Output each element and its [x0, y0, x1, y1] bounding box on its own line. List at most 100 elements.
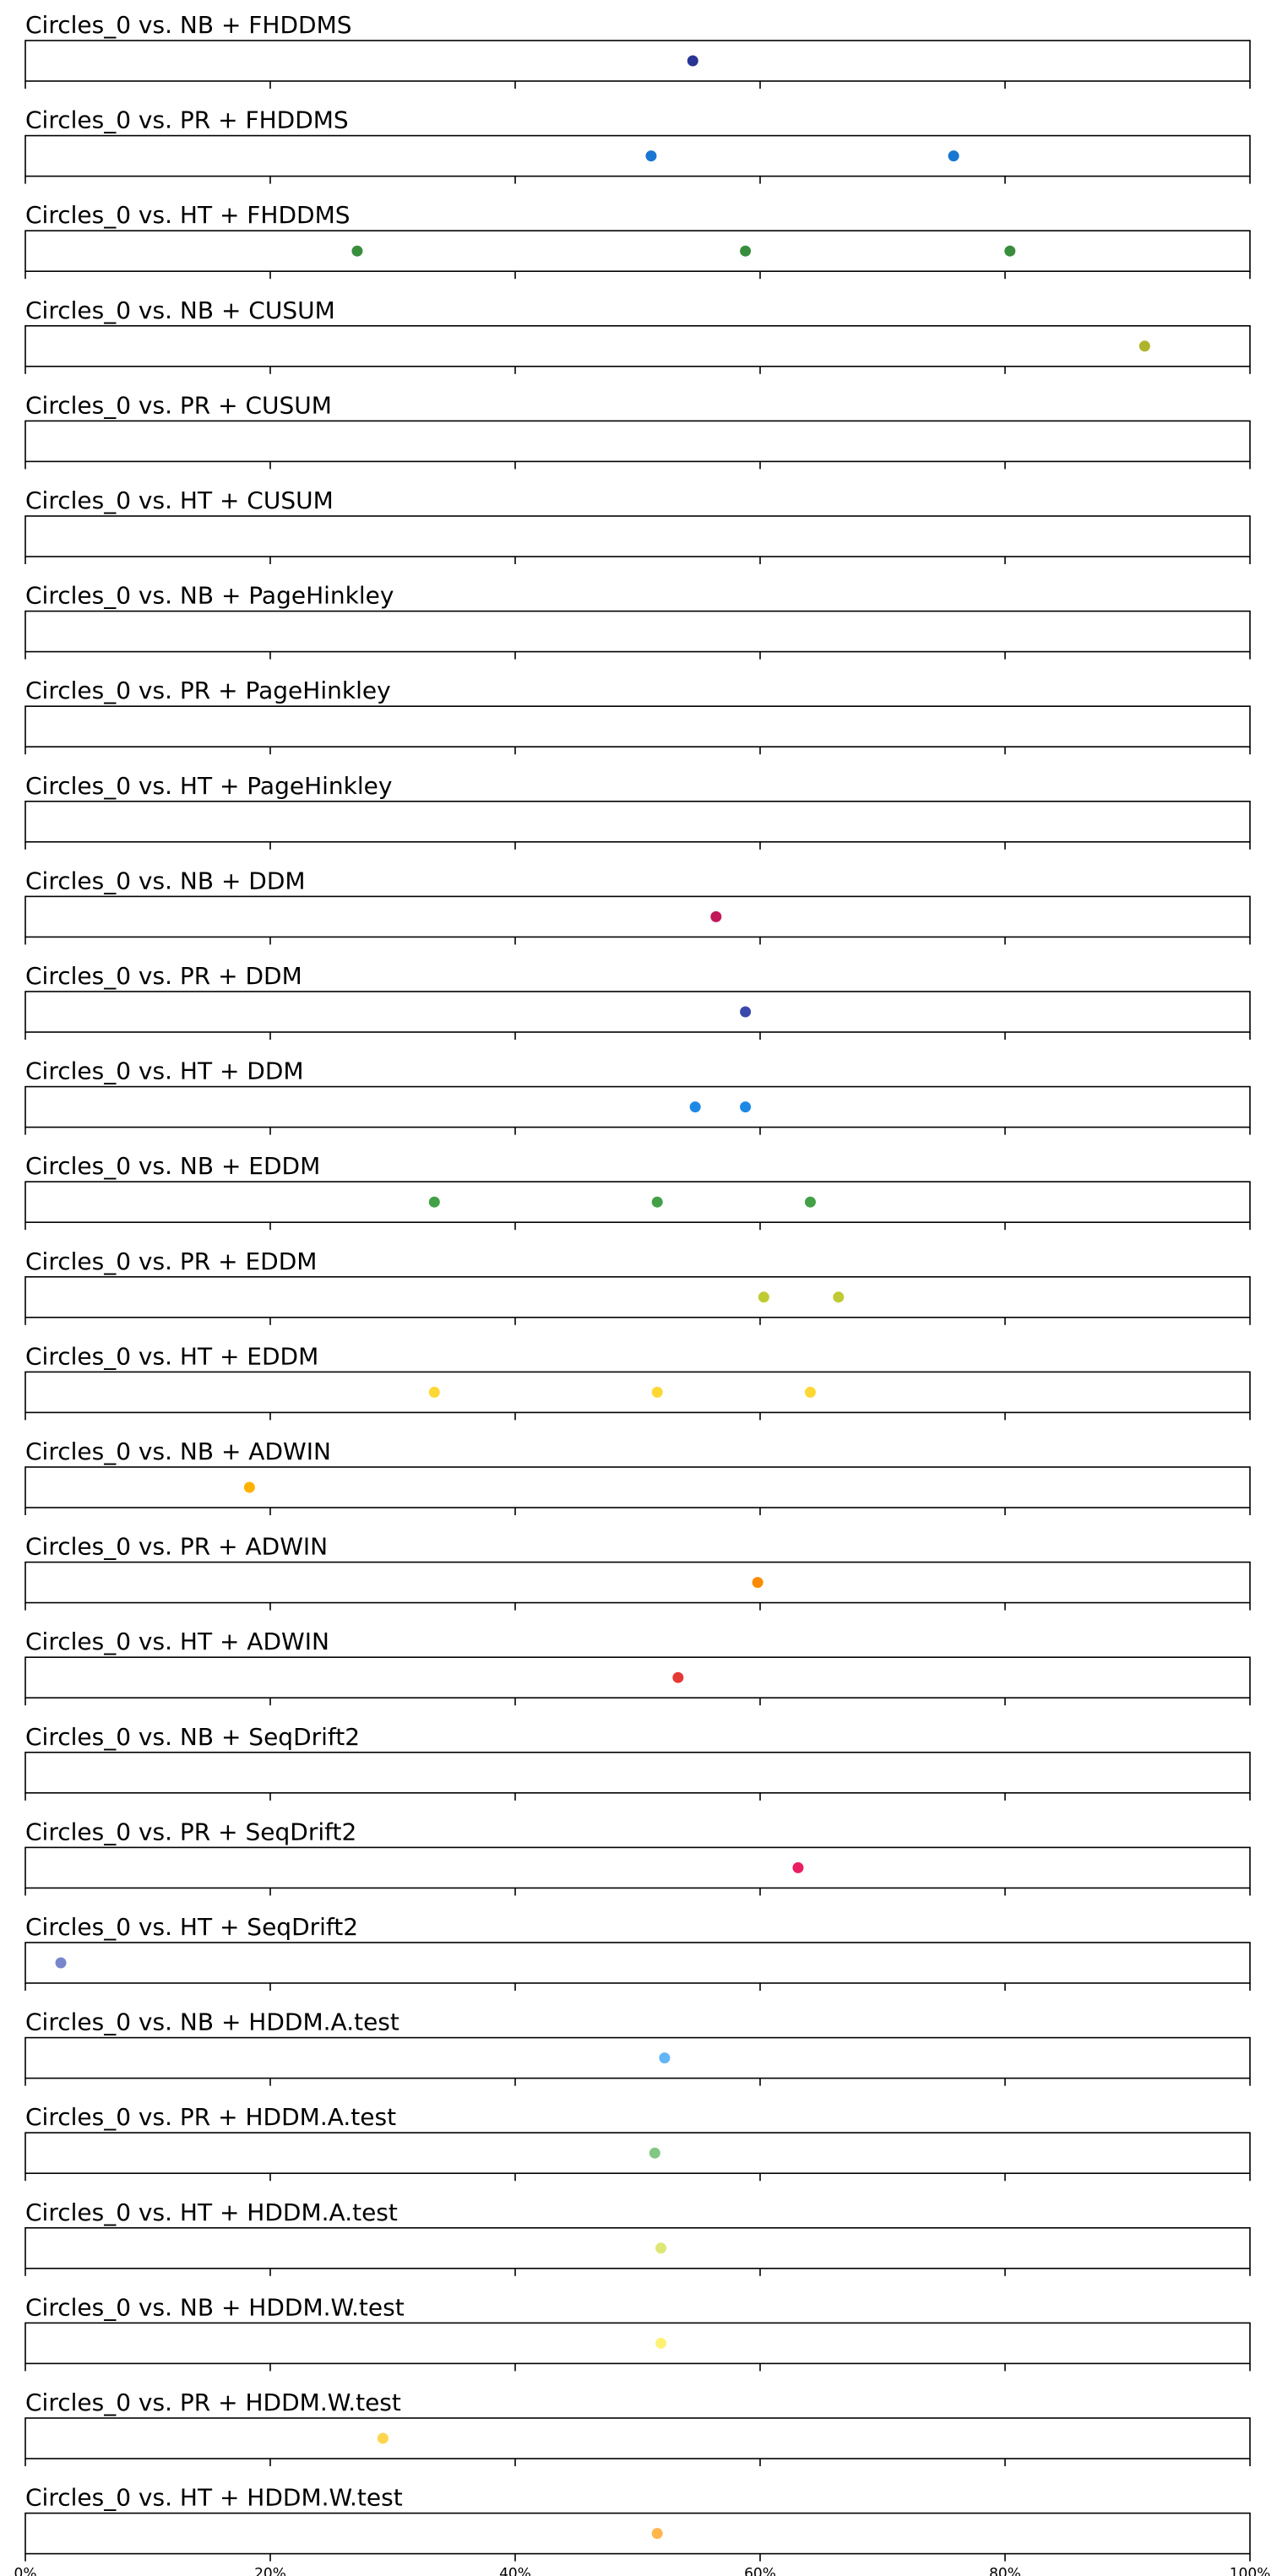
panel-title: Circles_0 vs. NB + FHDDMS [25, 11, 352, 39]
panel-title: Circles_0 vs. NB + SeqDrift2 [25, 1723, 360, 1751]
panel-title: Circles_0 vs. HT + SeqDrift2 [25, 1913, 358, 1941]
panel-26: Circles_0 vs. PR + HDDM.W.test [24, 2389, 1251, 2466]
panel-frame [24, 1276, 1251, 1318]
panel-frame [24, 2036, 1251, 2079]
data-point-13-1 [428, 1196, 440, 1208]
panel-1: Circles_0 vs. NB + FHDDMS [24, 11, 1251, 89]
panel-24: Circles_0 vs. HT + HDDM.A.test [24, 2198, 1251, 2276]
panel-frame [24, 2132, 1251, 2174]
panel-frame [24, 610, 1251, 653]
panel-18: Circles_0 vs. HT + ADWIN [24, 1628, 1251, 1706]
panel-title: Circles_0 vs. NB + CUSUM [25, 296, 335, 324]
data-point-3-3 [1004, 245, 1016, 257]
panel-title: Circles_0 vs. PR + SeqDrift2 [25, 1818, 356, 1845]
panel-frame [24, 40, 1251, 82]
panel-title: Circles_0 vs. PR + DDM [25, 962, 302, 990]
panel-20: Circles_0 vs. PR + SeqDrift2 [24, 1818, 1251, 1896]
data-point-13-2 [651, 1196, 663, 1208]
data-point-12-2 [740, 1101, 752, 1113]
panel-title: Circles_0 vs. NB + EDDM [25, 1152, 320, 1180]
data-point-12-1 [689, 1101, 701, 1113]
data-point-10-1 [710, 910, 722, 922]
x-tick-label: 60% [744, 2566, 776, 2576]
data-point-21-1 [55, 1957, 67, 1969]
data-point-27-1 [651, 2528, 663, 2540]
data-point-14-2 [833, 1291, 845, 1303]
data-point-1-1 [687, 55, 698, 67]
data-point-16-1 [243, 1481, 255, 1493]
panel-23: Circles_0 vs. PR + HDDM.A.test [24, 2103, 1251, 2182]
panel-5: Circles_0 vs. PR + CUSUM [24, 391, 1251, 470]
panel-3: Circles_0 vs. HT + FHDDMS [24, 201, 1251, 280]
panel-title: Circles_0 vs. HT + HDDM.W.test [25, 2484, 403, 2512]
panel-6: Circles_0 vs. HT + CUSUM [24, 486, 1251, 564]
panel-7: Circles_0 vs. NB + PageHinkley [24, 582, 1251, 660]
data-point-24-1 [655, 2242, 667, 2254]
x-tick-label: 80% [989, 2566, 1021, 2576]
panel-9: Circles_0 vs. HT + PageHinkley [24, 772, 1251, 850]
data-point-11-1 [740, 1006, 752, 1018]
panel-22: Circles_0 vs. NB + HDDM.A.test [24, 2008, 1251, 2086]
panel-15: Circles_0 vs. HT + EDDM [24, 1342, 1251, 1421]
panel-frame [24, 1846, 1251, 1889]
panel-12: Circles_0 vs. HT + DDM [24, 1057, 1251, 1135]
panel-16: Circles_0 vs. NB + ADWIN [24, 1437, 1251, 1515]
panel-14: Circles_0 vs. PR + EDDM [24, 1247, 1251, 1325]
panel-title: Circles_0 vs. HT + DDM [25, 1057, 304, 1085]
panel-21: Circles_0 vs. HT + SeqDrift2 [24, 1913, 1251, 1991]
panel-frame [24, 2512, 1251, 2555]
panel-25: Circles_0 vs. NB + HDDM.W.test [24, 2293, 1251, 2372]
data-point-2-2 [948, 150, 959, 162]
data-point-22-1 [659, 2052, 671, 2064]
data-point-2-1 [645, 150, 657, 162]
data-point-3-1 [351, 245, 363, 257]
panel-title: Circles_0 vs. HT + ADWIN [25, 1628, 329, 1655]
panel-frame [24, 800, 1251, 843]
panel-frame [24, 134, 1251, 177]
data-point-25-1 [655, 2337, 667, 2349]
data-point-17-1 [752, 1577, 763, 1589]
panel-27: Circles_0 vs. HT + HDDM.W.test 0% 20% 40% 60… [14, 2484, 1271, 2576]
x-tick-label: 40% [499, 2566, 531, 2576]
panel-13: Circles_0 vs. NB + EDDM [24, 1152, 1251, 1231]
panel-frame [24, 2322, 1251, 2365]
panel-frame [24, 324, 1251, 367]
data-point-3-2 [740, 245, 752, 257]
panel-title: Circles_0 vs. HT + PageHinkley [25, 772, 392, 800]
panel-title: Circles_0 vs. PR + FHDDMS [25, 106, 349, 134]
panel-title: Circles_0 vs. PR + HDDM.A.test [25, 2103, 396, 2131]
panel-4: Circles_0 vs. NB + CUSUM [24, 296, 1251, 374]
panel-2: Circles_0 vs. PR + FHDDMS [24, 106, 1251, 184]
data-point-18-1 [672, 1671, 684, 1683]
panel-frame [24, 1371, 1251, 1414]
data-point-15-2 [651, 1386, 663, 1398]
panel-title: Circles_0 vs. PR + ADWIN [25, 1533, 328, 1561]
panel-frame [24, 1181, 1251, 1223]
panel-frame [24, 1085, 1251, 1128]
panel-title: Circles_0 vs. NB + PageHinkley [25, 582, 394, 610]
data-point-13-3 [804, 1196, 816, 1208]
panel-title: Circles_0 vs. PR + CUSUM [25, 391, 332, 419]
panel-title: Circles_0 vs. HT + EDDM [25, 1342, 318, 1370]
panel-frame [24, 515, 1251, 557]
x-tick-label: 100% [1230, 2566, 1271, 2576]
panel-frame [24, 1561, 1251, 1604]
panel-frame [24, 1466, 1251, 1508]
data-point-15-1 [428, 1386, 440, 1398]
panel-title: Circles_0 vs. NB + HDDM.W.test [25, 2293, 405, 2321]
panel-frame [24, 230, 1251, 273]
panel-10: Circles_0 vs. NB + DDM [24, 867, 1251, 945]
data-point-26-1 [377, 2432, 389, 2444]
panel-frame [24, 895, 1251, 938]
panel-title: Circles_0 vs. PR + EDDM [25, 1247, 317, 1275]
panel-title: Circles_0 vs. HT + CUSUM [25, 486, 334, 514]
panel-frame [24, 420, 1251, 463]
panel-17: Circles_0 vs. PR + ADWIN [24, 1533, 1251, 1611]
data-point-20-1 [792, 1861, 804, 1873]
panel-frame [24, 705, 1251, 748]
panel-frame [24, 1752, 1251, 1794]
x-tick-label: 0% [14, 2566, 37, 2576]
data-point-14-1 [758, 1291, 769, 1303]
